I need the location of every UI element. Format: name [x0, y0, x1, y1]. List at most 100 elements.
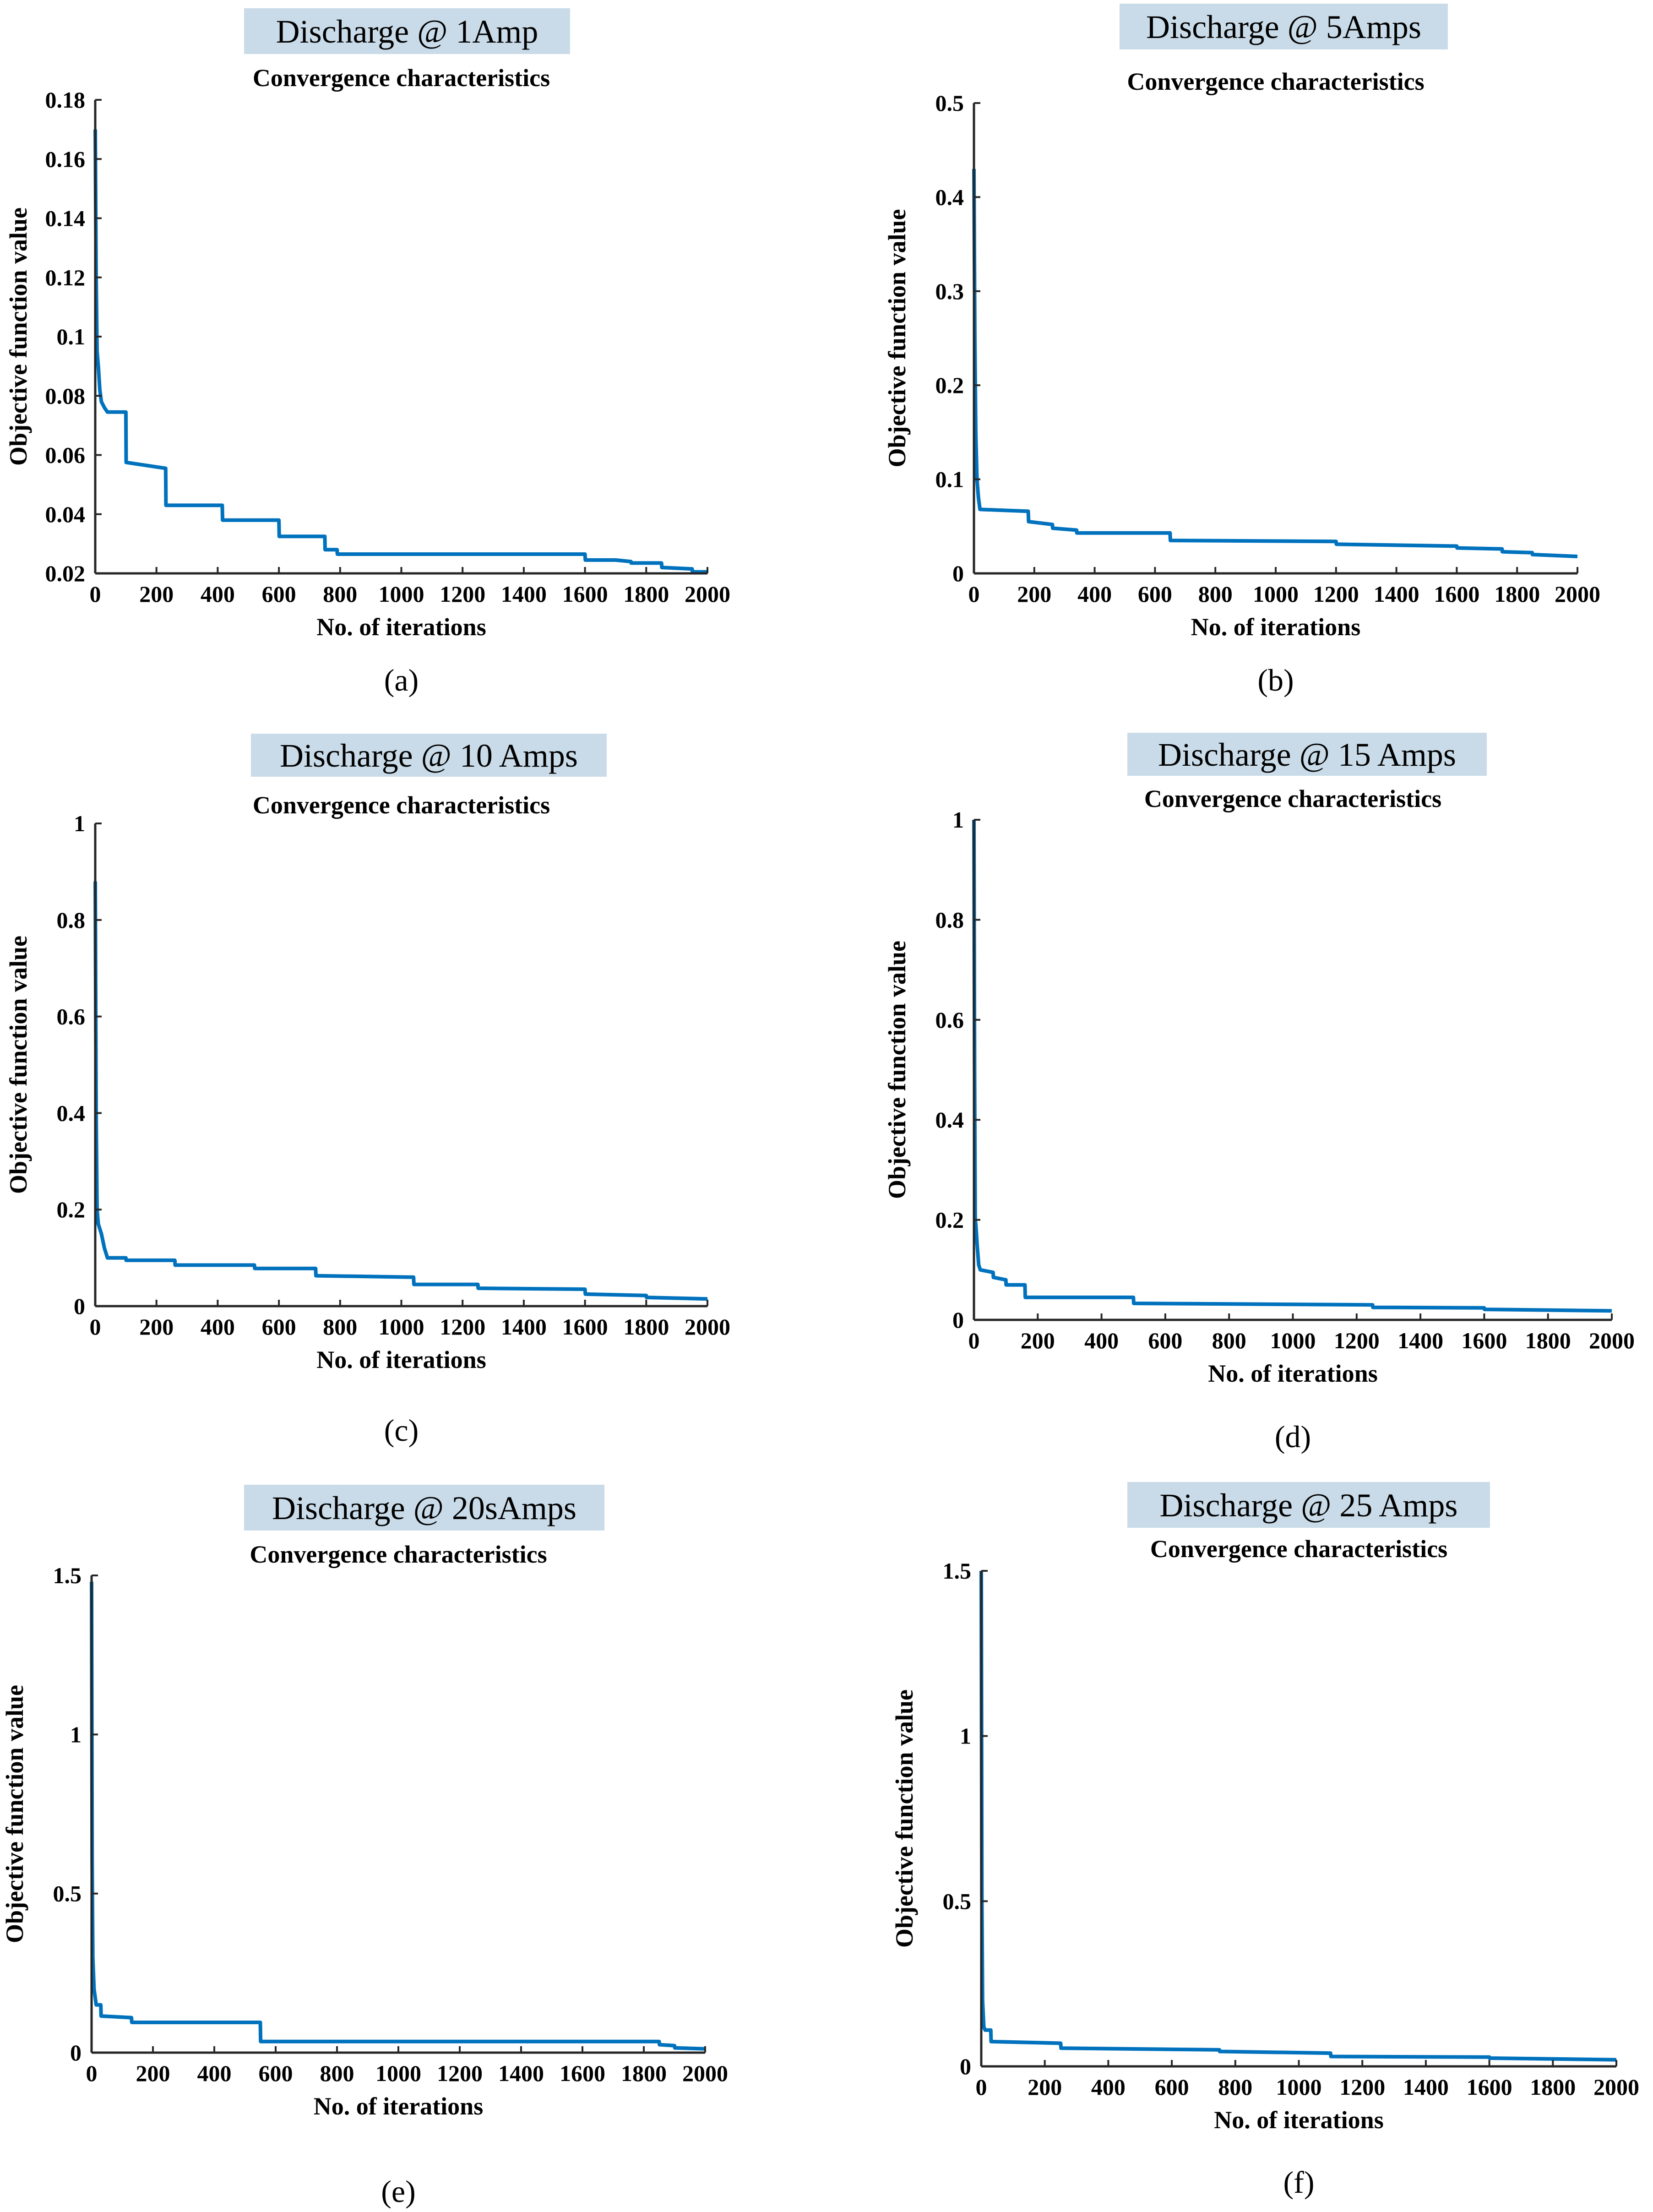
y-tick-label: 0.5: [53, 1881, 82, 1907]
banner-text: Discharge @ 10 Amps: [280, 737, 578, 774]
x-tick-label: 1000: [375, 2060, 421, 2086]
banner-text: Discharge @ 15 Amps: [1158, 736, 1456, 773]
chart-panel-e: Discharge @ 20sAmps Convergence character…: [1, 1485, 728, 2209]
x-tick-label: 400: [1077, 581, 1112, 607]
y-axis-label: Objective function value: [883, 941, 911, 1199]
y-tick-label: 0.08: [45, 383, 86, 409]
x-tick-label: 200: [1017, 581, 1051, 607]
y-tick-label: 0.12: [45, 265, 86, 290]
convergence-line: [90, 1581, 706, 2051]
x-tick-label: 1400: [498, 2060, 544, 2086]
x-tick-label: 200: [139, 581, 174, 607]
x-tick-label: 1600: [1434, 581, 1479, 607]
panel-label: (f): [1283, 2165, 1315, 2200]
banner-background: [1127, 733, 1487, 776]
y-tick-label: 0.3: [935, 278, 964, 304]
chart-title: Convergence characteristics: [250, 1541, 547, 1568]
x-tick-label: 1800: [621, 2060, 667, 2086]
panel-label: (c): [384, 1413, 419, 1448]
convergence-line: [93, 129, 707, 574]
panel-label: (a): [384, 663, 419, 697]
x-tick-label: 1600: [562, 581, 608, 607]
y-tick-label: 1.5: [943, 1558, 972, 1584]
banner-background: [1120, 4, 1448, 49]
x-tick-label: 600: [259, 2060, 293, 2086]
x-tick-label: 1400: [1374, 581, 1419, 607]
x-tick-label: 1200: [1313, 581, 1359, 607]
x-tick-label: 400: [197, 2060, 232, 2086]
x-tick-label: 2000: [1555, 581, 1600, 607]
x-tick-label: 800: [1198, 581, 1233, 607]
x-tick-label: 800: [323, 581, 357, 607]
banner-background: [244, 1485, 604, 1531]
x-tick-label: 1400: [501, 581, 547, 607]
y-tick-label: 0.6: [57, 1004, 86, 1030]
x-tick-label: 400: [1091, 2074, 1126, 2100]
x-tick-label: 400: [201, 581, 235, 607]
y-tick-label: 0.8: [57, 907, 86, 933]
x-tick-label: 1800: [1530, 2074, 1576, 2100]
x-axis-label: No. of iterations: [316, 1346, 486, 1373]
x-tick-label: 2000: [682, 2060, 728, 2086]
x-tick-label: 0: [90, 1314, 101, 1340]
x-tick-label: 800: [1218, 2074, 1252, 2100]
x-tick-label: 200: [136, 2060, 170, 2086]
x-axis-label: No. of iterations: [314, 2092, 483, 2120]
x-tick-label: 2000: [1589, 1328, 1635, 1353]
y-tick-label: 0.16: [45, 146, 86, 172]
chart-panel-b: Discharge @ 5Amps Convergence characteris…: [883, 4, 1600, 697]
x-tick-label: 1800: [1525, 1328, 1571, 1353]
y-tick-label: 0.14: [45, 206, 86, 231]
y-tick-label: 1: [960, 1723, 971, 1749]
banner-text: Discharge @ 25 Amps: [1160, 1487, 1458, 1524]
y-tick-label: 0.06: [45, 442, 86, 468]
x-tick-label: 1200: [440, 581, 485, 607]
x-tick-label: 1200: [437, 2060, 483, 2086]
x-tick-label: 1400: [501, 1314, 547, 1340]
y-tick-label: 0.2: [935, 372, 964, 398]
banner-text: Discharge @ 1Amp: [276, 13, 538, 50]
x-tick-label: 800: [320, 2060, 354, 2086]
chart-title: Convergence characteristics: [253, 64, 550, 92]
x-tick-label: 200: [1021, 1328, 1055, 1353]
x-tick-label: 1200: [1334, 1328, 1380, 1353]
y-axis-label: Objective function value: [5, 936, 32, 1194]
banner-text: Discharge @ 5Amps: [1146, 9, 1421, 45]
x-tick-label: 1000: [1276, 2074, 1322, 2100]
x-axis-label: No. of iterations: [316, 613, 486, 641]
x-tick-label: 1000: [379, 581, 424, 607]
x-tick-label: 800: [323, 1314, 357, 1340]
chart-panel-c: Discharge @ 10 Amps Convergence character…: [5, 734, 730, 1448]
panel-label: (b): [1257, 663, 1294, 697]
x-tick-label: 0: [968, 1328, 980, 1353]
y-tick-label: 0.2: [935, 1207, 964, 1233]
banner-background: [244, 8, 570, 54]
x-tick-label: 1800: [623, 581, 669, 607]
x-tick-label: 1200: [1339, 2074, 1385, 2100]
x-tick-label: 1200: [440, 1314, 485, 1340]
chart-title: Convergence characteristics: [1150, 1535, 1447, 1563]
x-tick-label: 1400: [1403, 2074, 1449, 2100]
x-axis-label: No. of iterations: [1214, 2106, 1383, 2134]
y-tick-label: 0.18: [45, 87, 86, 113]
x-tick-label: 1800: [1494, 581, 1540, 607]
y-axis-label: Objective function value: [1, 1685, 28, 1943]
y-tick-label: 0.8: [935, 907, 964, 932]
chart-panel-f: Discharge @ 25 Amps Convergence character…: [891, 1482, 1639, 2200]
y-tick-label: 0.2: [57, 1197, 86, 1222]
x-tick-label: 1600: [562, 1314, 608, 1340]
y-tick-label: 0.4: [935, 184, 964, 210]
x-tick-label: 200: [1028, 2074, 1062, 2100]
y-axis-label: Objective function value: [883, 209, 911, 468]
y-axis-label: Objective function value: [5, 207, 32, 466]
y-tick-label: 1: [952, 807, 964, 833]
x-tick-label: 0: [968, 581, 980, 607]
banner-background: [1127, 1482, 1490, 1528]
banner-text: Discharge @ 20sAmps: [272, 1490, 576, 1526]
x-tick-label: 600: [1155, 2074, 1189, 2100]
chart-title: Convergence characteristics: [1144, 785, 1441, 812]
panel-label: (e): [381, 2174, 415, 2209]
y-tick-label: 0: [952, 561, 964, 586]
x-tick-label: 600: [1138, 581, 1172, 607]
x-tick-label: 600: [262, 581, 296, 607]
